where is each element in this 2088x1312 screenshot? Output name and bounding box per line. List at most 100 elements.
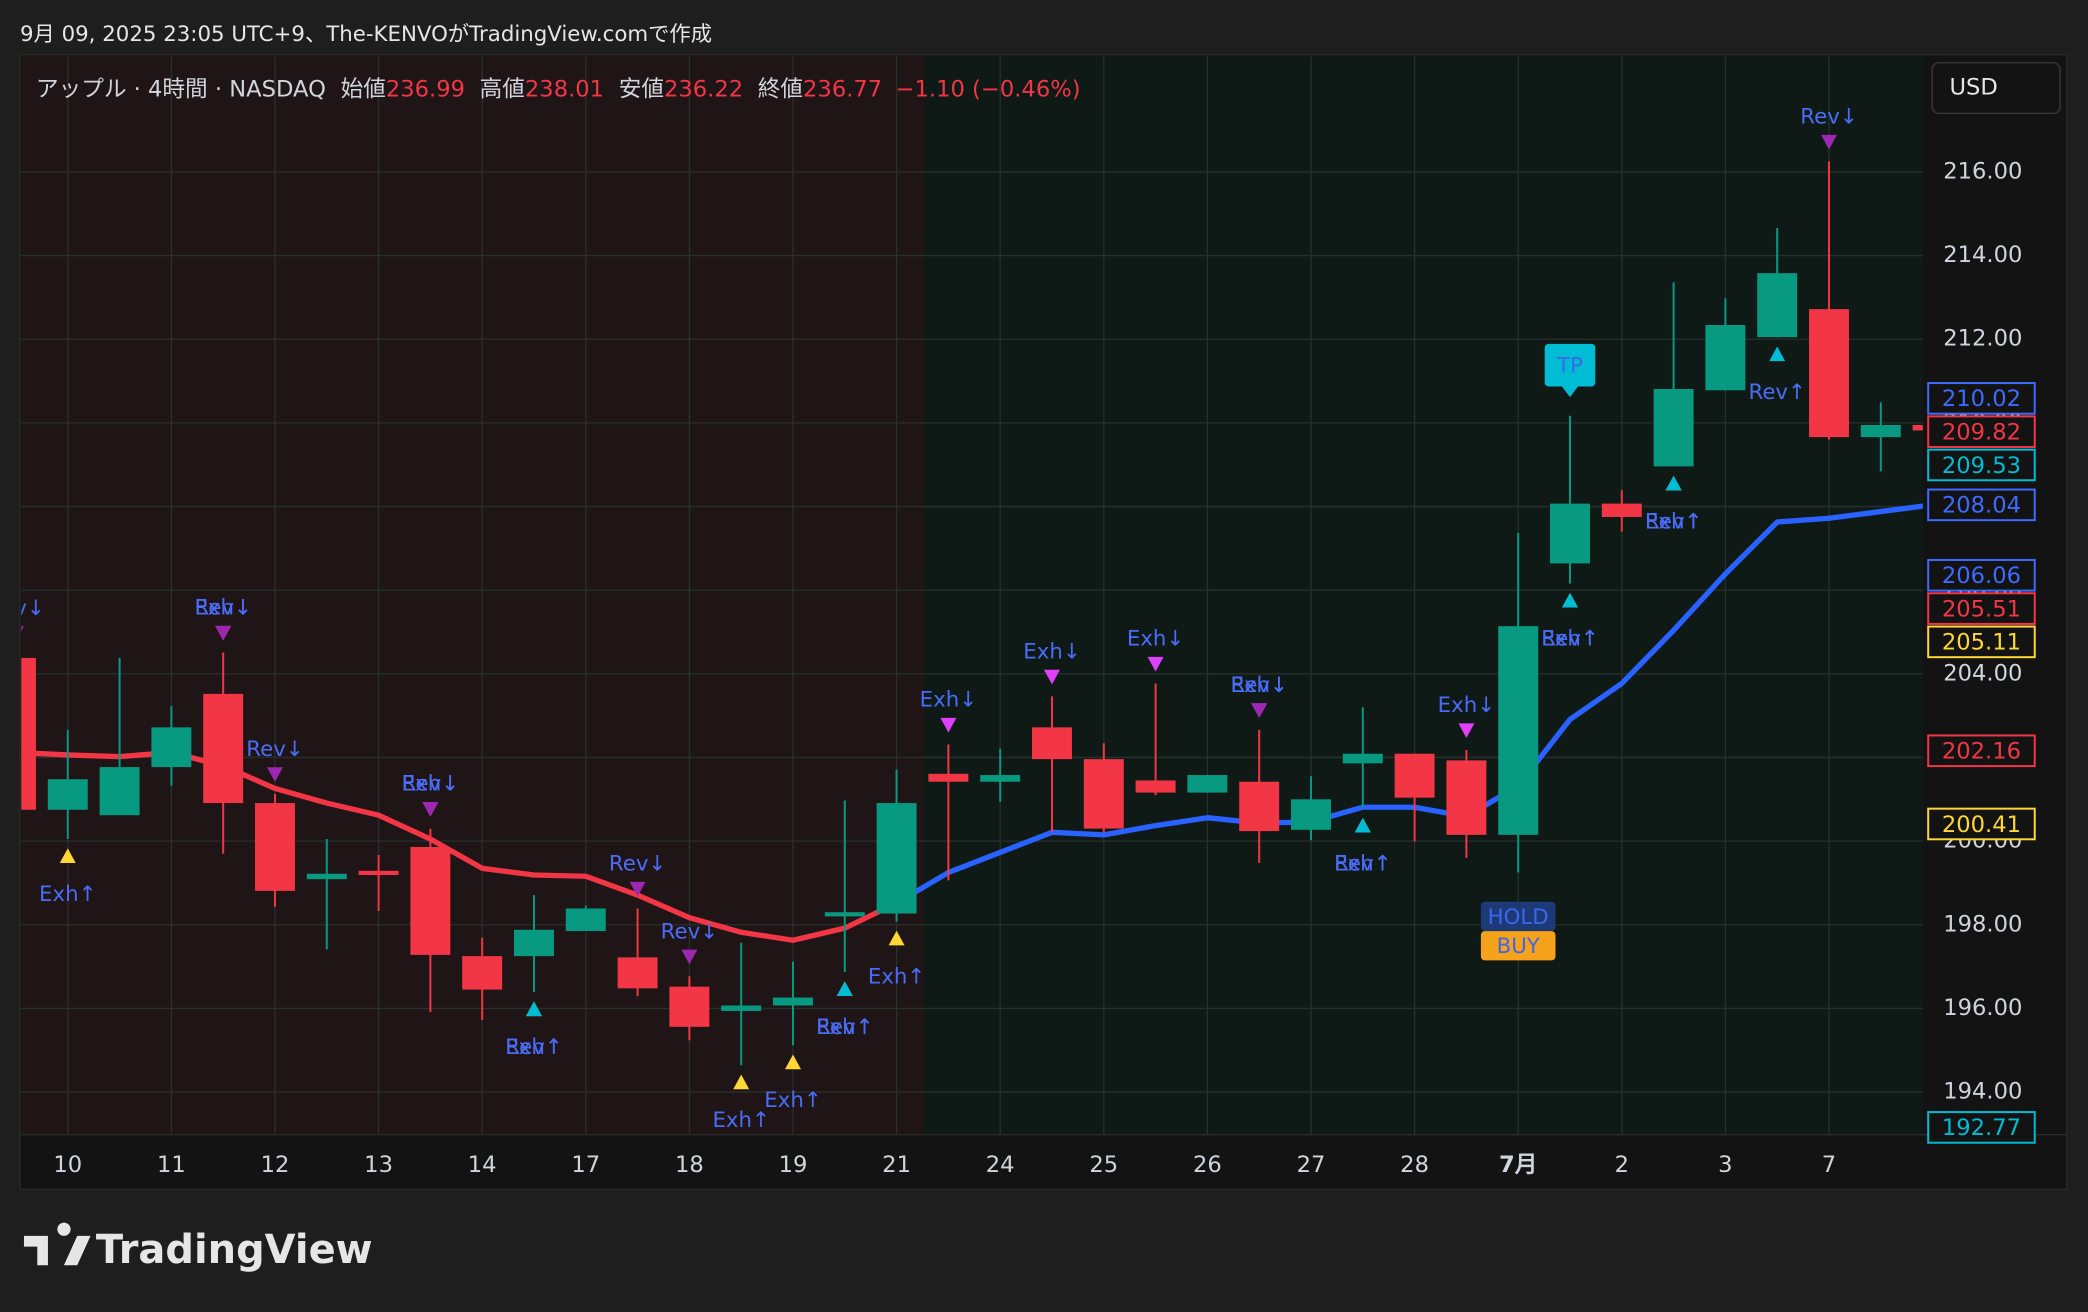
signal-marker — [525, 1001, 542, 1017]
signal-label: Exh↓ — [1438, 693, 1495, 718]
y-tick-label: 216.00 — [1943, 158, 2022, 184]
price-label-box — [1927, 625, 2036, 659]
candle-body — [1860, 424, 1901, 438]
candle-body — [1291, 799, 1331, 830]
field-value: 236.99 — [386, 76, 465, 102]
signal-marker — [59, 848, 76, 864]
signal-label: Exh↓ — [1230, 673, 1287, 698]
currency-button[interactable] — [1931, 62, 2061, 115]
signal-marker — [1458, 723, 1475, 738]
signal-label: Exh↑ — [816, 1015, 873, 1040]
price-label: 209.53 — [1942, 453, 2021, 479]
x-tick-label: 3 — [1718, 1152, 1732, 1178]
signal-marker — [629, 881, 646, 897]
candle-body — [1187, 775, 1228, 793]
signal-marker — [422, 801, 439, 817]
candle-body — [773, 997, 813, 1006]
x-tick-label: 10 — [53, 1152, 82, 1178]
price-label-box — [1927, 558, 2036, 592]
candle-body — [1032, 727, 1072, 760]
signal-label: Rev↓ — [1800, 105, 1857, 130]
x-tick-label: 18 — [675, 1152, 704, 1178]
candle-body — [1653, 389, 1694, 467]
price-label: 202.16 — [1942, 739, 2021, 765]
price-label: 200.41 — [1942, 812, 2021, 838]
signal-label: Exh↓ — [194, 596, 251, 621]
y-tick-label: 212.00 — [1943, 326, 2022, 352]
candle-body — [669, 986, 710, 1027]
candle-body — [1083, 759, 1124, 829]
x-tick-label: 21 — [882, 1152, 911, 1178]
price-label-box — [1927, 592, 2036, 625]
badge — [1544, 343, 1596, 387]
price-label: 192.77 — [1942, 1115, 2021, 1141]
signal-label: Rev↓ — [609, 852, 666, 877]
signal-label: Rev↓ — [661, 919, 718, 944]
candle-body — [462, 956, 503, 990]
candle-body — [824, 912, 865, 917]
footer-logo: TradingView — [96, 1227, 373, 1273]
currency[interactable]: USD — [1950, 75, 1998, 101]
axis: 194.00196.00198.00200.00202.00204.00206.… — [53, 158, 2036, 1178]
candle-body — [99, 767, 140, 816]
x-tick-label: 12 — [261, 1152, 290, 1178]
price-label-box — [1927, 488, 2036, 522]
signal-label: Exh↑ — [712, 1108, 769, 1133]
price-label: 205.51 — [1942, 596, 2021, 622]
y-tick-label: 194.00 — [1943, 1079, 2022, 1105]
candle-body — [1342, 753, 1383, 764]
candle-body — [1446, 760, 1487, 835]
x-tick-label: 17 — [571, 1152, 600, 1178]
signal-marker — [266, 767, 283, 782]
signal-marker — [1354, 817, 1371, 833]
signal-label: Rev↑ — [816, 1015, 873, 1040]
x-tick-label: 2 — [1615, 1152, 1629, 1178]
badge — [1480, 901, 1556, 932]
price-label-box — [1927, 382, 2036, 415]
badge-label: HOLD — [1488, 905, 1549, 930]
candle-body — [1239, 781, 1280, 832]
signal-label: Rev↓ — [194, 596, 251, 621]
candle-body — [514, 929, 554, 957]
candle-body — [410, 846, 451, 955]
badge — [1480, 931, 1556, 961]
signal-marker — [21, 626, 24, 632]
session-green — [924, 56, 1923, 1135]
signal-marker — [1147, 656, 1164, 672]
signal-marker — [784, 1054, 801, 1070]
candle-body — [617, 957, 658, 989]
signal-marker — [940, 717, 957, 733]
signal-marker — [888, 930, 905, 946]
candle-body — [1912, 424, 1923, 431]
signal-marker — [1044, 669, 1060, 685]
candle-body — [876, 803, 917, 914]
price-label-box — [1927, 807, 2036, 841]
field-label: 高値 — [480, 76, 525, 102]
candle-body — [21, 657, 36, 810]
candle-body — [151, 727, 192, 768]
credit: 9月 09, 2025 23:05 UTC+9、The-KENVOがTradin… — [20, 22, 712, 47]
plot: Rev↓Exh↑Exh↓Rev↓Rev↓Exh↓Rev↓Exh↑Rev↑Rev↓… — [0, 56, 1923, 1135]
signal-label: Rev↓ — [0, 596, 45, 621]
signal-label: Rev↓ — [1230, 673, 1287, 698]
candle-body — [721, 1005, 762, 1011]
x-tick-label: 24 — [986, 1152, 1015, 1178]
header: アップル · 4時間 · NASDAQ 始値236.99 高値238.01 安値236… — [36, 76, 1081, 102]
signal-label: Exh↓ — [1127, 627, 1184, 652]
price-label: 210.02 — [1942, 386, 2021, 412]
signal-marker — [1251, 703, 1268, 718]
candle-body — [306, 873, 347, 880]
symbol: アップル · 4時間 · NASDAQ — [36, 76, 326, 102]
candle-body — [1757, 273, 1798, 338]
candle-body — [1394, 753, 1435, 798]
candle-body — [1809, 309, 1849, 438]
signal-marker — [681, 949, 698, 965]
signal-label: Exh↑ — [1334, 851, 1391, 876]
x-tick-label: 7月 — [1499, 1152, 1537, 1178]
signal-label: Rev↑ — [1645, 509, 1702, 534]
price-label-box — [1927, 1111, 2036, 1144]
signal-label: Rev↑ — [1748, 380, 1805, 405]
signal-marker — [733, 1074, 750, 1090]
